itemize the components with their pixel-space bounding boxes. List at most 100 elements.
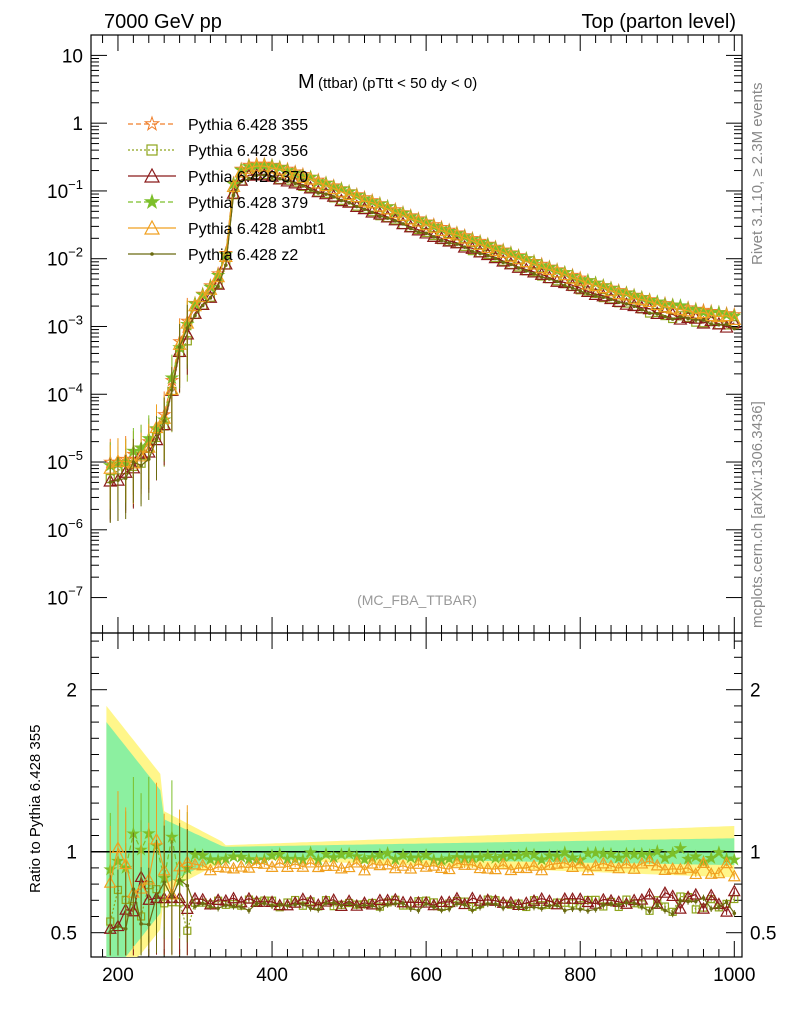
data-point <box>565 270 580 284</box>
data-point <box>108 480 113 484</box>
analysis-watermark: (MC_FBA_TTBAR) <box>357 592 477 608</box>
data-point <box>250 856 264 869</box>
data-point <box>720 904 734 917</box>
data-point <box>581 895 595 908</box>
data-point <box>143 115 161 131</box>
ratio-tick-label-right: 1 <box>750 843 761 864</box>
ratio-tick-label: 2 <box>66 681 77 702</box>
x-tick-label: 1000 <box>713 965 755 986</box>
data-point <box>458 897 472 910</box>
ratio-tick-label: 0.5 <box>51 924 77 945</box>
legend-label: Pythia 6.428 379 <box>188 195 308 212</box>
data-point <box>673 901 687 914</box>
data-point <box>666 889 680 902</box>
data-point <box>357 863 372 876</box>
y-tick-label: 10−7 <box>47 584 83 610</box>
data-point <box>473 237 488 250</box>
data-point <box>150 252 154 256</box>
data-point <box>496 857 510 870</box>
ratio-line <box>109 839 735 897</box>
data-point <box>465 233 480 247</box>
header-right: Top (parton level) <box>581 11 736 33</box>
header-left: 7000 GeV pp <box>104 11 222 33</box>
data-point <box>650 297 665 311</box>
y-tick-label: 10−4 <box>47 380 83 406</box>
data-point <box>427 858 441 871</box>
ratio-tick-label: 1 <box>66 843 77 864</box>
data-point <box>211 860 225 873</box>
data-point <box>688 302 704 317</box>
data-point <box>227 891 241 904</box>
ratio-line <box>109 831 735 884</box>
main-series-curves <box>103 156 742 523</box>
data-point <box>419 217 434 231</box>
data-point <box>681 861 695 873</box>
data-point <box>619 856 633 869</box>
y-tick-label: 10−3 <box>47 312 83 338</box>
data-point <box>195 289 210 303</box>
data-point <box>696 901 710 914</box>
ratio-tick-label-right: 0.5 <box>750 924 776 945</box>
data-point <box>381 857 395 870</box>
data-point <box>727 312 742 325</box>
data-point <box>534 260 549 274</box>
data-point <box>211 276 226 290</box>
data-point <box>365 856 379 869</box>
series-line <box>109 165 735 469</box>
y-tick-label: 10−2 <box>47 245 83 271</box>
ratio-tick-label-right: 2 <box>750 681 761 702</box>
data-point <box>503 249 518 262</box>
ratio-series-curves <box>103 776 742 956</box>
data-point <box>187 298 203 312</box>
data-point <box>195 297 210 311</box>
data-point <box>665 297 680 312</box>
data-point <box>527 858 541 871</box>
data-point <box>580 276 595 290</box>
yellow-band <box>106 705 735 957</box>
data-point <box>696 305 711 318</box>
x-tick-label: 800 <box>564 965 596 986</box>
data-point <box>396 858 410 871</box>
data-point <box>326 181 341 195</box>
data-point <box>650 858 664 871</box>
legend: Pythia 6.428 355 Pythia 6.428 356 Pythia 6… <box>128 115 326 264</box>
chart-title-main: M <box>298 71 315 93</box>
data-point <box>143 193 161 209</box>
data-point <box>535 891 549 904</box>
ratio-series-3 <box>103 776 742 939</box>
data-point <box>596 856 610 869</box>
rivet-label: Rivet 3.1.10, ≥ 2.3M events <box>749 83 766 266</box>
data-point <box>288 857 302 870</box>
data-point <box>273 855 287 868</box>
data-point <box>146 144 158 156</box>
data-point <box>457 230 472 244</box>
mcplots-label: mcplots.cern.ch [arXiv:1306.3436] <box>749 401 766 628</box>
data-point <box>388 205 403 219</box>
ratio-axis-ticks: 0.5 0.5 1 1 2 2 <box>51 640 776 945</box>
data-point <box>211 269 226 283</box>
legend-label: Pythia 6.428 370 <box>188 169 308 186</box>
data-point <box>658 885 672 898</box>
data-point <box>711 316 726 330</box>
data-point <box>211 893 225 906</box>
data-point <box>403 211 418 225</box>
data-point <box>691 905 700 914</box>
y-tick-label: 10−6 <box>47 516 83 542</box>
data-point <box>666 862 680 874</box>
x-tick-label: 400 <box>256 965 288 986</box>
data-point <box>357 193 372 207</box>
data-point <box>143 167 161 183</box>
legend-label: Pythia 6.428 355 <box>188 117 308 134</box>
data-point <box>727 869 741 882</box>
data-point <box>689 867 703 880</box>
data-point <box>643 854 657 867</box>
data-point <box>643 887 657 900</box>
legend-label: Pythia 6.428 ambt1 <box>188 221 326 238</box>
ratio-line <box>109 878 735 933</box>
ratio-uncertainty-bands <box>91 705 742 957</box>
data-point <box>350 855 364 868</box>
data-point <box>712 866 726 879</box>
data-point <box>465 891 479 904</box>
chart-title-sub: (ttbar) (pTtt < 50 dy < 0) <box>318 75 477 92</box>
